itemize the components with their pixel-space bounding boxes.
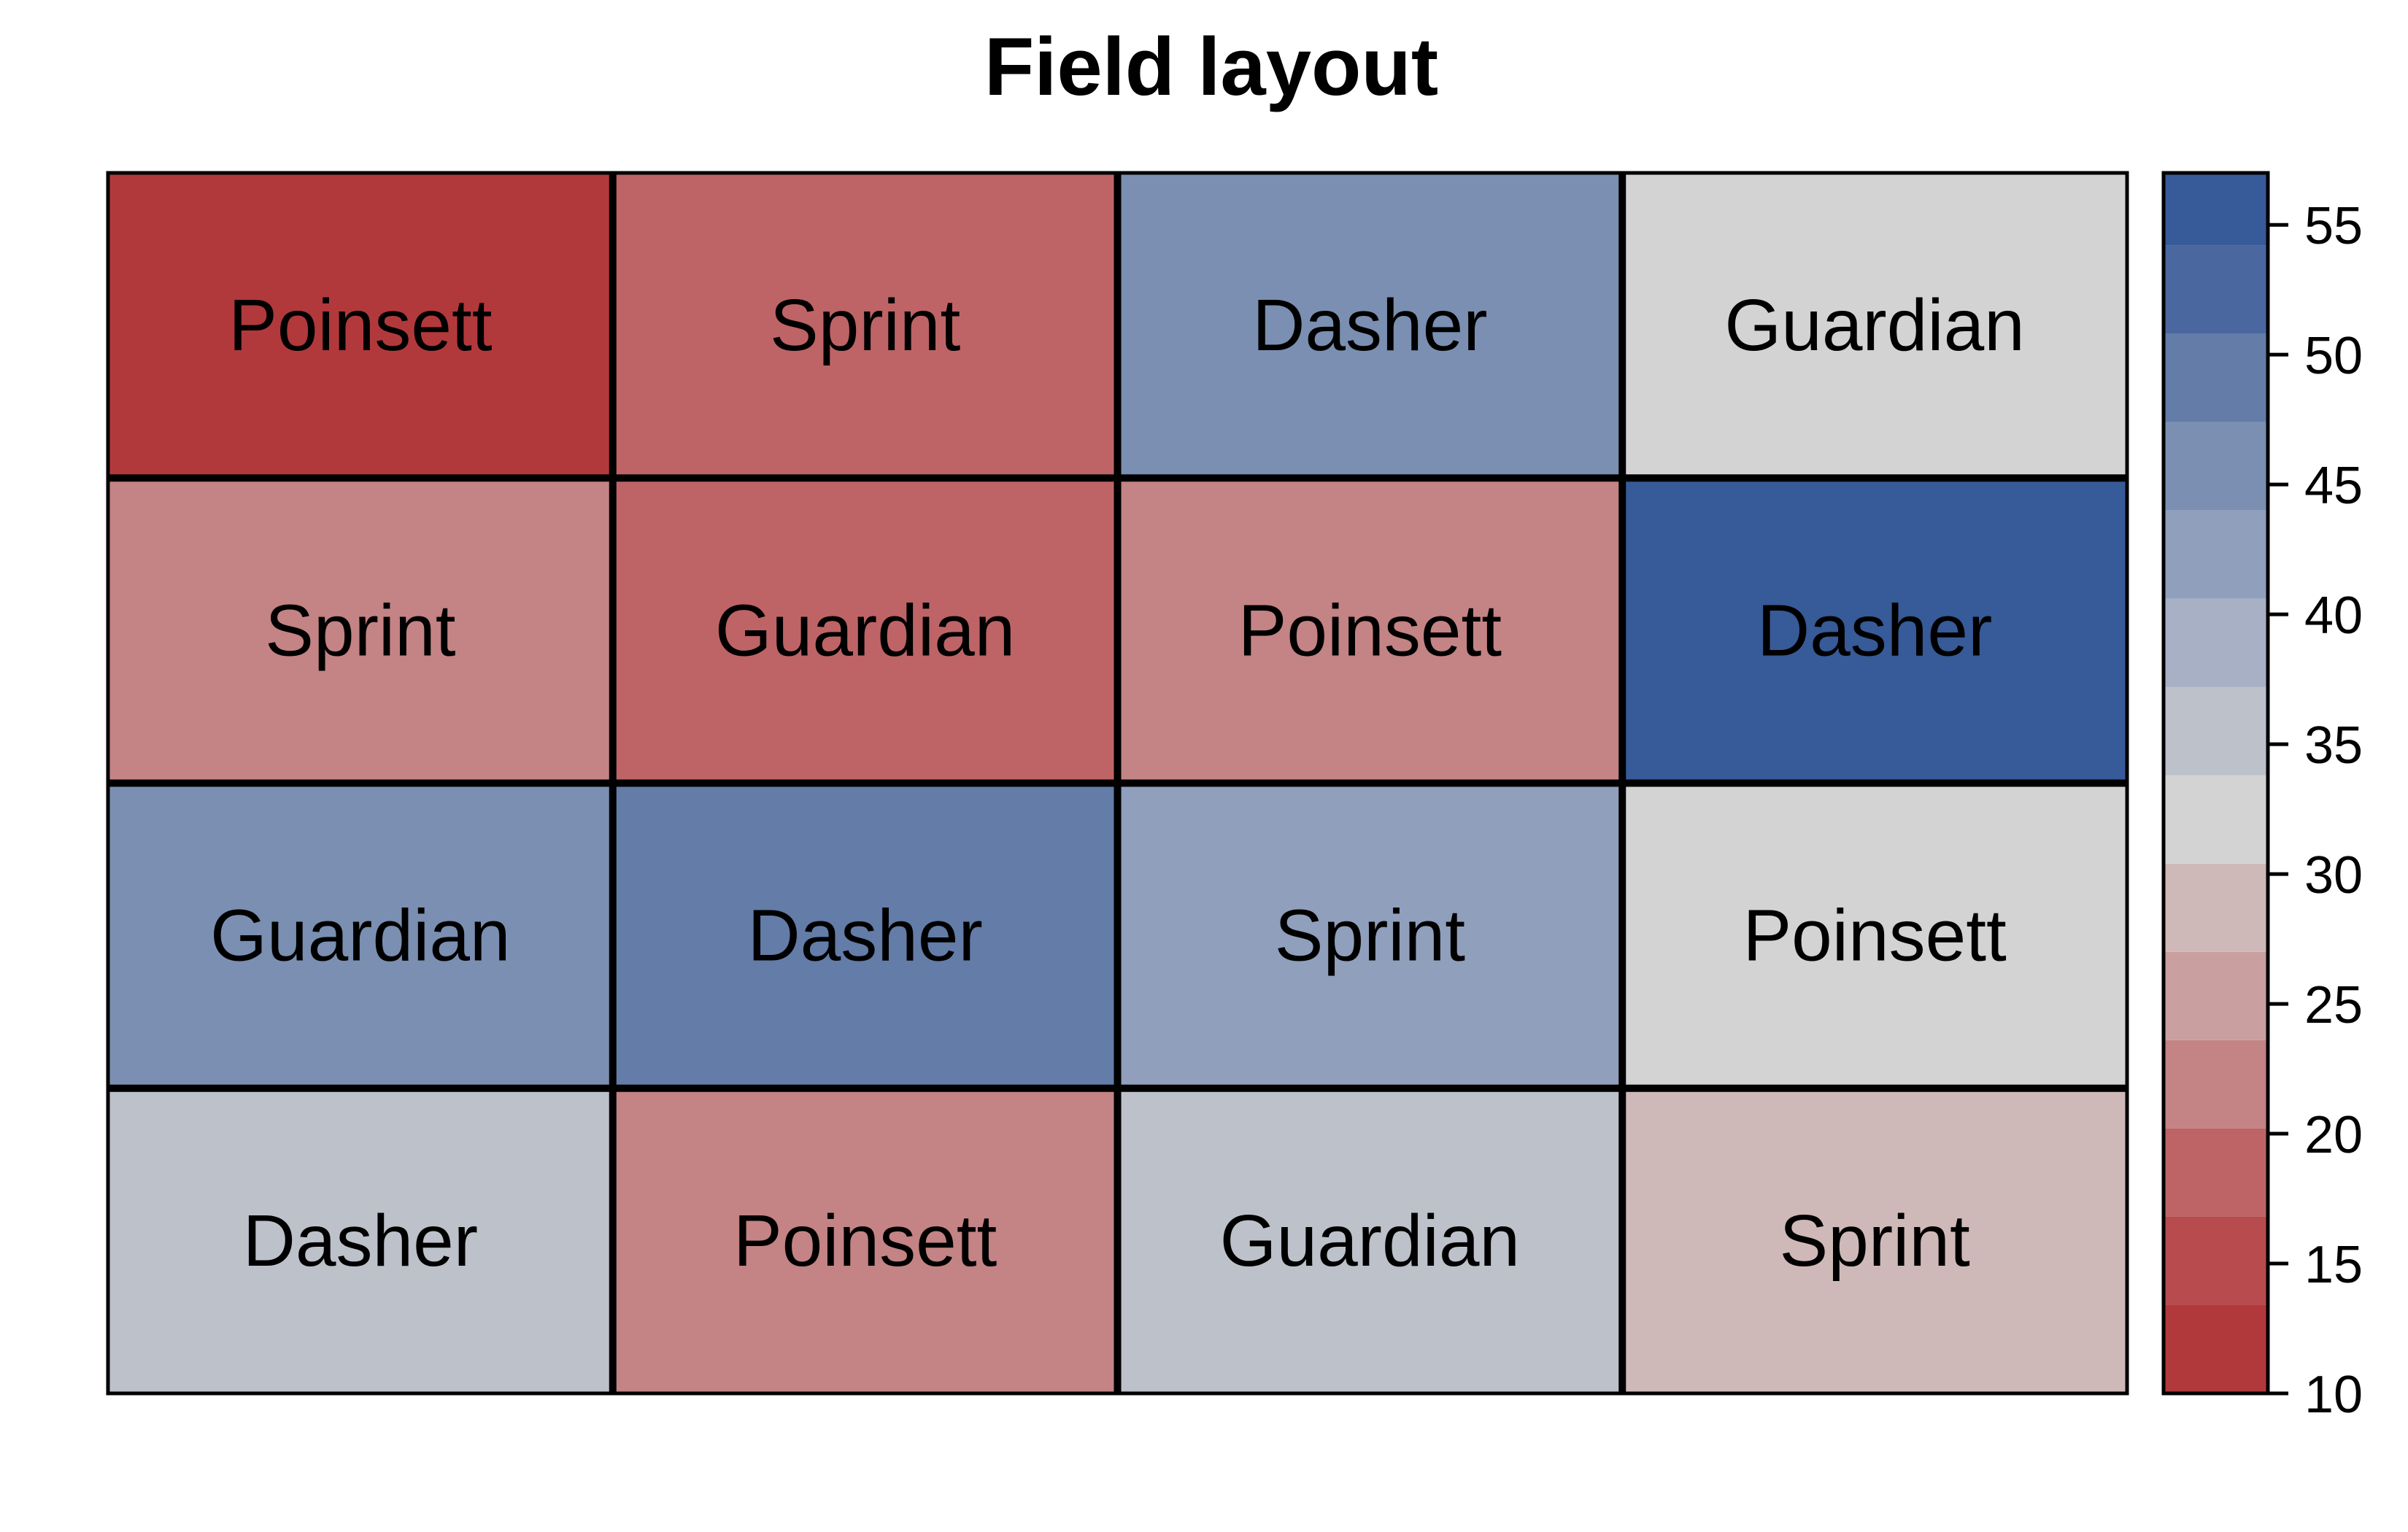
- colorbar-bin-13: [2164, 245, 2268, 334]
- colorbar-bin-9: [2164, 598, 2268, 687]
- cell-label-r4-c1: Dasher: [243, 1200, 478, 1282]
- colorbar-bin-6: [2164, 863, 2268, 952]
- cell-label-r1-c1: Poinsett: [228, 285, 493, 366]
- heatmap-cell-r4-c3: [1117, 1088, 1623, 1393]
- colorbar-tick-label: 15: [2304, 1236, 2363, 1294]
- colorbar: 10 15 20 25 30 35 40 45 50 55: [2161, 171, 2363, 1424]
- colorbar-tick-label: 40: [2304, 587, 2363, 645]
- heatmap-cell-r3-c1: [108, 783, 613, 1088]
- plot-border: [106, 171, 2129, 1396]
- colorbar-tick-label: 20: [2304, 1106, 2363, 1164]
- colorbar-bin-10: [2164, 510, 2268, 599]
- cell-label-r2-c3: Poinsett: [1238, 589, 1502, 671]
- cell-label-r1-c3: Dasher: [1252, 285, 1487, 366]
- colorbar-bin-11: [2164, 422, 2268, 511]
- cell-label-r1-c4: Guardian: [1724, 285, 2024, 366]
- colorbar-bin-7: [2164, 775, 2268, 864]
- colorbar-tick-label: 35: [2304, 716, 2363, 775]
- heatmap-cell-r3-c4: [1622, 783, 2127, 1088]
- heatmap-cell-r2-c1: [108, 478, 613, 784]
- heatmap-cell-r2-c2: [612, 478, 1118, 784]
- cell-label-r3-c1: Guardian: [210, 895, 510, 977]
- cell-label-r3-c2: Dasher: [747, 895, 982, 977]
- cell-label-r1-c2: Sprint: [770, 285, 960, 366]
- heatmap-cell-r3-c2: [612, 783, 1118, 1088]
- colorbar-bin-2: [2164, 1216, 2268, 1305]
- colorbar-bin-3: [2164, 1128, 2268, 1217]
- heatmap-cell-r1-c3: [1117, 173, 1623, 479]
- colorbar-bin-8: [2164, 686, 2268, 775]
- cell-label-r2-c4: Dasher: [1757, 589, 1992, 671]
- colorbar-tick-label: 55: [2304, 197, 2363, 255]
- heatmap-cell-r1-c4: [1622, 173, 2127, 479]
- heatmap-cell-r4-c2: [612, 1088, 1118, 1393]
- colorbar-tick-label: 45: [2304, 457, 2363, 515]
- heatmap-cell-r1-c1: [108, 173, 613, 479]
- heatmap-cells: Poinsett Sprint Dasher Guardian Sprint Guardi…: [108, 173, 2127, 1393]
- cell-label-r2-c1: Sprint: [265, 589, 455, 671]
- heatmap-cell-r3-c3: [1117, 783, 1623, 1088]
- cell-label-r4-c4: Sprint: [1780, 1200, 1970, 1282]
- heatmap-cell-r1-c2: [612, 173, 1118, 479]
- colorbar-bin-14: [2164, 173, 2268, 246]
- cell-label-r2-c2: Guardian: [715, 589, 1015, 671]
- heatmap-grid: [106, 171, 2129, 1396]
- heatmap-cell-r4-c4: [1622, 1088, 2127, 1393]
- colorbar-border: [2161, 171, 2270, 1396]
- cell-label-r3-c4: Poinsett: [1743, 895, 2007, 977]
- colorbar-bin-4: [2164, 1040, 2268, 1129]
- colorbar-bin-12: [2164, 333, 2268, 422]
- cell-label-r3-c3: Sprint: [1275, 895, 1465, 977]
- colorbar-bin-1: [2164, 1304, 2268, 1393]
- heatmap-cell-r4-c1: [108, 1088, 613, 1393]
- cell-label-r4-c3: Guardian: [1220, 1200, 1520, 1282]
- colorbar-tick-label: 50: [2304, 327, 2363, 385]
- colorbar-tick-label: 10: [2304, 1366, 2363, 1424]
- colorbar-tick-label: 30: [2304, 846, 2363, 905]
- heatmap-cell-r2-c3: [1117, 478, 1623, 784]
- chart-title: Field layout: [984, 21, 1438, 112]
- cell-label-r4-c2: Poinsett: [733, 1200, 997, 1282]
- colorbar-bin-5: [2164, 951, 2268, 1040]
- colorbar-tick-label: 25: [2304, 976, 2363, 1034]
- heatmap-cell-r2-c4: [1622, 478, 2127, 784]
